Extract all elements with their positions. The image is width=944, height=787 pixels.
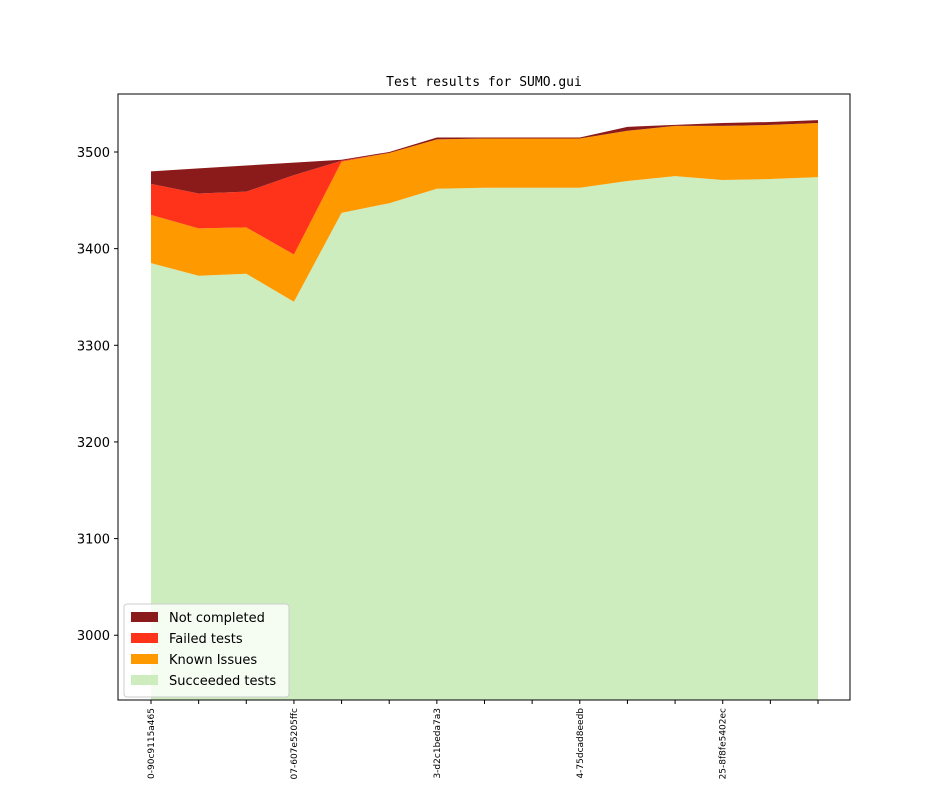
area (151, 176, 818, 701)
area (151, 120, 818, 194)
y-tick-label: 3300 (77, 339, 110, 354)
x-tick-label: 3-d2c1beda7a3 (433, 708, 443, 779)
x-tick-label: 25-8f8fe5402ec (719, 708, 729, 779)
chart-title: Test results for SUMO.gui (386, 75, 582, 90)
area (151, 122, 818, 302)
y-tick-label: 3000 (77, 629, 110, 644)
legend-swatch (131, 612, 158, 622)
x-tick-label: 0-90c9115a465 (147, 708, 157, 779)
x-tick-label: 4-75dcad8eedb (576, 708, 586, 779)
y-tick-label: 3100 (77, 533, 110, 548)
y-tick-label: 3500 (77, 146, 110, 161)
legend-swatch (131, 675, 158, 685)
y-tick-label: 3400 (77, 243, 110, 258)
y-tick-label: 3200 (77, 436, 110, 451)
legend-box (123, 603, 290, 698)
legend: Not completed Failed tests Known Issues Suc… (123, 603, 290, 698)
legend-label: Failed tests (169, 632, 243, 647)
legend-label: Not completed (169, 611, 265, 626)
legend-swatch (131, 633, 158, 643)
area (151, 122, 818, 255)
legend-label: Known Issues (169, 653, 257, 668)
legend-label: Succeeded tests (169, 674, 276, 689)
x-tick-label: 07-607e5205ffc (290, 708, 300, 780)
legend-swatch (131, 654, 158, 664)
